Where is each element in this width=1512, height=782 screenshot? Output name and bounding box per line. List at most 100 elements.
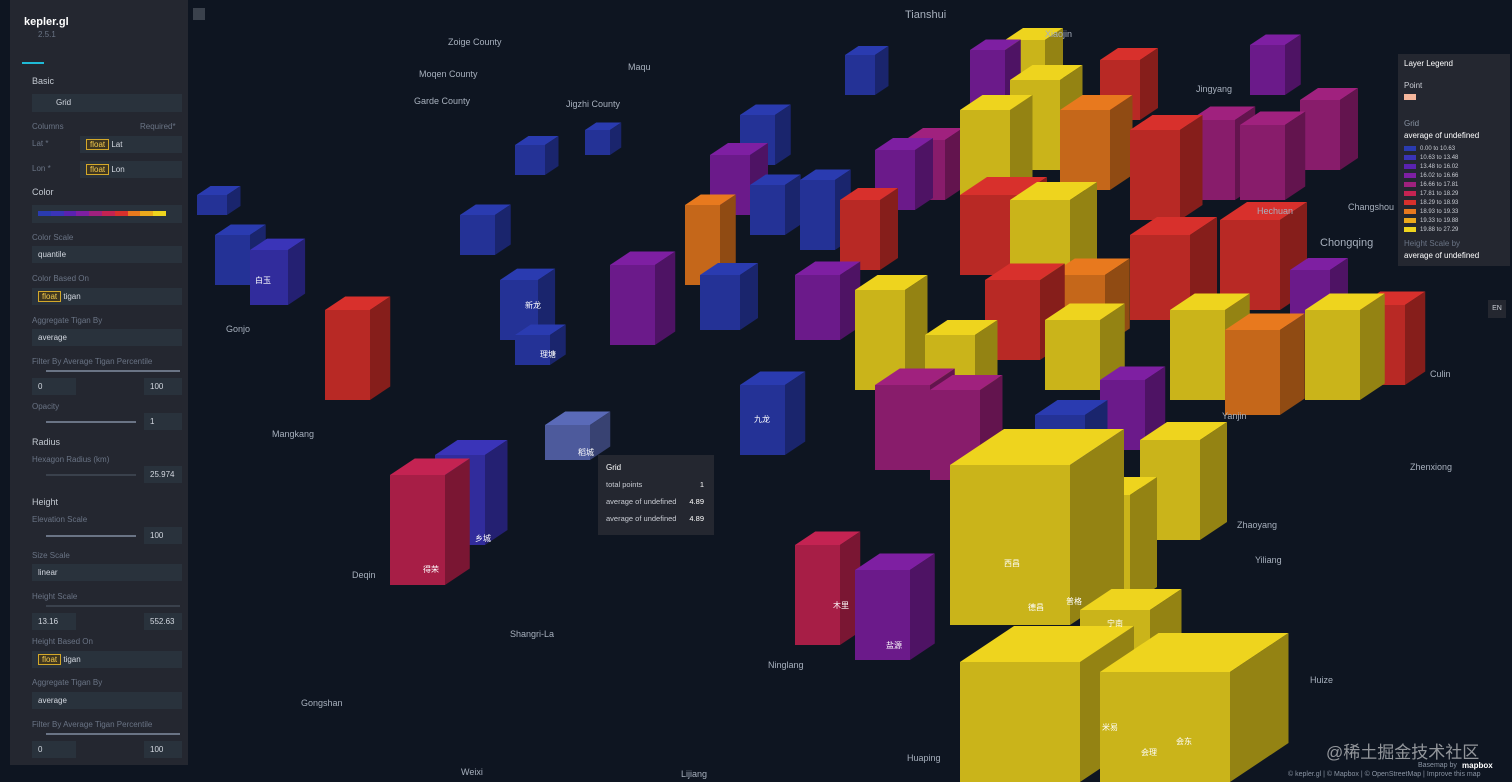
grid-cell-side (1285, 34, 1301, 95)
place-label: Huize (1310, 675, 1333, 685)
tooltip-title: Grid (606, 463, 622, 472)
grid-cell-top (435, 440, 508, 455)
cell-label: 会理 (1141, 747, 1157, 757)
place-label: Weixi (461, 767, 483, 777)
ramp-swatch (153, 211, 166, 216)
grid-cell-top (685, 194, 736, 205)
input[interactable]: 25.974 (144, 466, 182, 483)
ramp-swatch (38, 211, 51, 216)
field-select[interactable]: float Lon (80, 161, 182, 178)
grid-cell-front (250, 250, 288, 305)
section-title[interactable]: Height (32, 497, 59, 507)
cell-label: 白玉 (255, 275, 271, 285)
grid-cell-side (1340, 88, 1358, 170)
field-select[interactable]: float tigan (32, 651, 182, 668)
tooltip-value: 4.89 (689, 497, 704, 506)
slider[interactable] (46, 605, 180, 607)
grid-cell-top (1010, 65, 1083, 80)
select[interactable]: average (32, 692, 182, 709)
label: Color Scale (32, 233, 74, 242)
grid-cell-front (215, 235, 250, 285)
grid-cell-top (1140, 422, 1227, 440)
input[interactable]: 13.16 (32, 613, 76, 630)
grid-cell-side (1285, 111, 1306, 200)
grid-cell-front (1170, 310, 1225, 400)
grid-cell-front (545, 425, 590, 460)
grid-cell-front (1300, 100, 1340, 170)
place-label: Yiliang (1255, 555, 1282, 565)
grid-cell-front (460, 215, 495, 255)
grid-cell-top (925, 320, 998, 335)
input[interactable]: 100 (144, 378, 182, 395)
label: Lat * (32, 139, 49, 148)
grid-cell-front (1045, 320, 1100, 390)
grid-cell-top (950, 429, 1124, 465)
input[interactable]: 1 (144, 413, 182, 430)
grid-cell-front (750, 185, 785, 235)
legend-items: 0.00 to 10.63 10.63 to 13.48 13.48 to 16.0… (1404, 144, 1458, 234)
slider[interactable] (46, 421, 136, 423)
place-label: Jingyang (1196, 84, 1232, 94)
grid-cell-front (325, 310, 370, 400)
input[interactable]: 0 (32, 378, 76, 395)
tooltip: Grid total points 1 average of undefined 4.… (598, 455, 714, 535)
grid-cell-top (1190, 106, 1256, 120)
section-title[interactable]: Color (32, 187, 54, 197)
ramp-swatch (50, 211, 64, 216)
slider[interactable] (46, 535, 136, 537)
grid-cell-top (1170, 293, 1250, 310)
grid-cell-side (1280, 313, 1305, 415)
grid-cell-front (700, 275, 740, 330)
label: Columns (32, 122, 64, 131)
grid-cell-side (550, 324, 566, 365)
slider[interactable] (46, 370, 180, 372)
grid-cell-front (960, 662, 1080, 782)
layer-type[interactable]: Grid (32, 94, 182, 112)
legend-label: 19.33 to 19.88 (1420, 217, 1459, 224)
grid-cell-top (197, 186, 241, 195)
input[interactable]: 0 (32, 741, 76, 758)
grid-cell-top (250, 238, 306, 250)
field-name: Lat (111, 140, 123, 149)
legend-label: 17.81 to 18.29 (1420, 190, 1459, 197)
lang-button[interactable]: EN (1488, 300, 1506, 318)
label: Filter By Average Tigan Percentile (32, 357, 153, 366)
grid-cell-side (1110, 95, 1133, 190)
slider[interactable] (46, 474, 136, 476)
tooltip-label: average of undefined (606, 497, 677, 506)
field-select[interactable]: float Lat (80, 136, 182, 153)
place-label: Zhaoyang (1237, 520, 1277, 530)
grid-cell-top (1240, 111, 1306, 125)
ramp-swatch (76, 211, 90, 216)
place-label: Maqu (628, 62, 651, 72)
label: Aggregate Tigan By (32, 316, 103, 325)
legend-label: 13.48 to 16.02 (1420, 163, 1459, 170)
select[interactable]: linear (32, 564, 182, 581)
grid-cell-side (445, 458, 470, 585)
grid-cell-front (610, 265, 655, 345)
grid-cell-top (585, 122, 622, 130)
grid-cell-top (1005, 28, 1063, 40)
color-range[interactable] (32, 205, 182, 223)
place-label: Mangkang (272, 429, 314, 439)
grid-cell-side (545, 136, 559, 175)
select[interactable]: quantile (32, 246, 182, 263)
section-title[interactable]: Radius (32, 437, 61, 447)
input[interactable]: 100 (144, 527, 182, 544)
select[interactable]: average (32, 329, 182, 346)
grid-cell-top (930, 375, 1003, 390)
slider[interactable] (46, 733, 180, 735)
tooltip-value: 4.89 (689, 514, 704, 523)
input[interactable]: 100 (144, 741, 182, 758)
section-title[interactable]: Basic (32, 76, 55, 86)
input[interactable]: 552.63 (144, 613, 182, 630)
grid-cell-side (740, 263, 758, 330)
field-select[interactable]: float tigan (32, 288, 182, 305)
legend-item: 18.93 to 19.33 (1404, 207, 1458, 216)
grid-cell-top (1010, 182, 1097, 200)
cell-label: 稻城 (578, 447, 594, 457)
label: Height Scale (32, 592, 78, 601)
grid-cell-top (845, 46, 889, 55)
legend-layer: Grid (1404, 119, 1420, 128)
